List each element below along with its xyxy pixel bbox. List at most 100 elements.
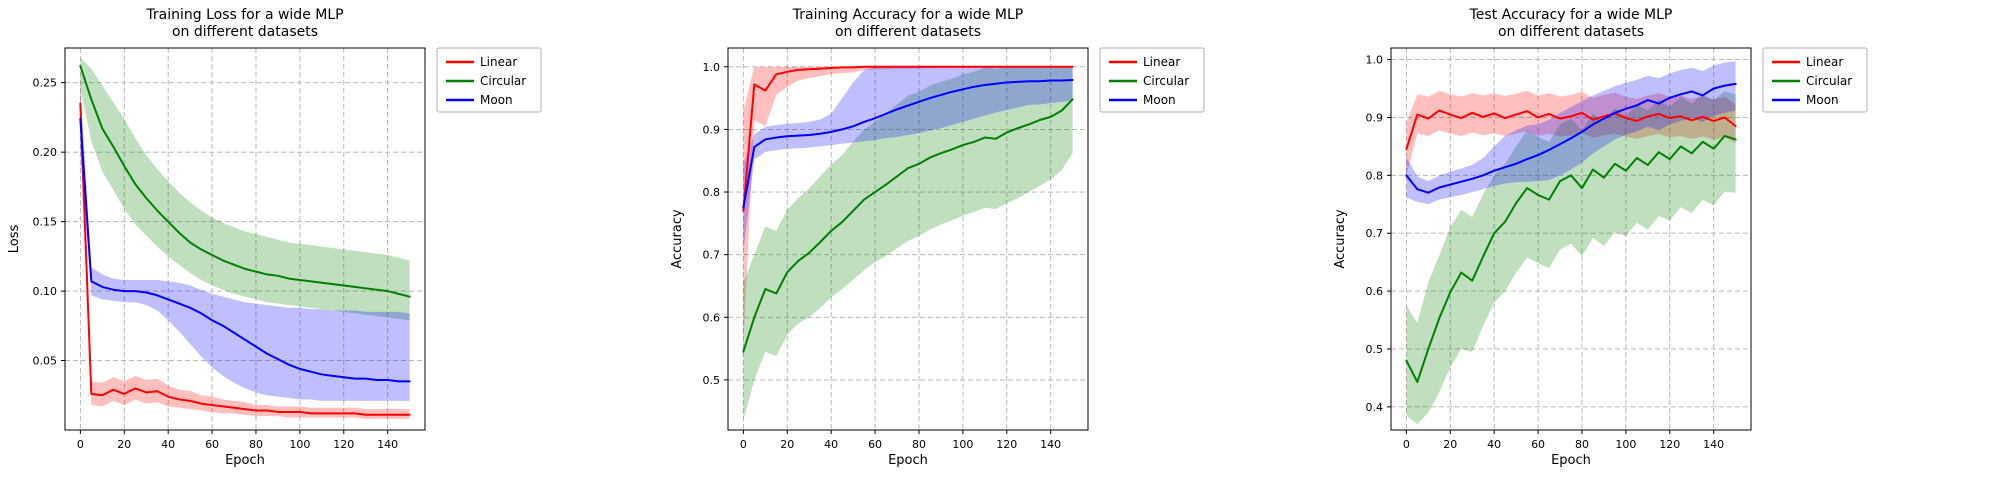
y-tick-label: 0.6 — [703, 311, 721, 324]
y-tick-label: 0.9 — [1366, 111, 1384, 124]
chart-title-line1: Training Accuracy for a wide MLP — [792, 7, 1023, 23]
legend-label-circular: Circular — [1806, 74, 1852, 88]
y-tick-label: 0.7 — [1366, 227, 1384, 240]
x-tick-label: 60 — [205, 438, 219, 451]
series-band-circular — [1406, 91, 1736, 425]
legend-frame — [436, 47, 542, 113]
legend-label-linear: Linear — [480, 55, 517, 69]
chart-title-line2: on different datasets — [1498, 24, 1644, 40]
series-band-moon — [1406, 61, 1736, 205]
chart-background — [1326, 0, 1989, 490]
series-line-linear — [742, 65, 1074, 212]
y-axis-label: Accuracy — [670, 209, 685, 269]
x-tick-label: 20 — [117, 438, 131, 451]
x-tick-label: 100 — [952, 438, 973, 451]
legend-label-linear: Linear — [1143, 55, 1180, 69]
y-tick-label: 0.5 — [703, 374, 721, 387]
series-band-linear — [1406, 90, 1736, 176]
series-band-circular — [80, 57, 410, 321]
y-tick-label: 0.9 — [703, 123, 721, 136]
x-tick-label: 140 — [1703, 438, 1724, 451]
series-band-linear — [80, 71, 410, 419]
legend-frame — [1099, 47, 1205, 113]
y-axis-label: Loss — [7, 225, 22, 254]
legend-label-moon: Moon — [1806, 93, 1839, 107]
x-tick-label: 0 — [77, 438, 84, 451]
series-band-circular — [743, 66, 1073, 421]
series-line-moon — [1405, 82, 1737, 194]
y-tick-label: 0.10 — [33, 285, 58, 298]
y-tick-label: 0.7 — [703, 249, 721, 262]
x-tick-label: 20 — [1443, 438, 1457, 451]
axes-spines — [727, 47, 1089, 431]
x-tick-label: 40 — [824, 438, 838, 451]
series-line-circular — [1405, 134, 1737, 383]
series-band-linear — [743, 66, 1073, 343]
chart-svg: 0 20 40 60 80 100 120 140 0.4 0.5 0.6 0.7 0.8 0.9 1.0 T… — [1326, 0, 1989, 490]
y-tick-label: 0.8 — [703, 186, 721, 199]
series-line-linear — [79, 102, 411, 416]
chart-svg: 0 20 40 60 80 100 120 140 0.5 0.6 0.7 0.8 0.9 1.0 Trai… — [663, 0, 1326, 490]
series-line-circular — [742, 98, 1074, 353]
y-tick-label: 0.5 — [1366, 343, 1384, 356]
y-axis-label: Accuracy — [1333, 209, 1348, 269]
y-tick-label: 0.15 — [33, 216, 58, 229]
y-tick-label: 0.4 — [1366, 401, 1384, 414]
x-tick-label: 120 — [1659, 438, 1680, 451]
x-axis-label: Epoch — [1551, 453, 1591, 468]
legend-label-circular: Circular — [1143, 74, 1189, 88]
series-line-circular — [79, 65, 411, 298]
x-tick-label: 40 — [161, 438, 175, 451]
legend-label-moon: Moon — [1143, 93, 1176, 107]
x-tick-label: 80 — [1575, 438, 1589, 451]
y-tick-label: 1.0 — [703, 61, 721, 74]
chart-background — [663, 0, 1326, 490]
y-tick-label: 1.0 — [1366, 54, 1384, 67]
legend-label-circular: Circular — [480, 74, 526, 88]
x-tick-label: 100 — [1615, 438, 1636, 451]
x-tick-label: 60 — [1531, 438, 1545, 451]
x-tick-label: 80 — [249, 438, 263, 451]
panel-training-loss: 0 20 40 60 80 100 120 140 0.05 0.10 0.15 0.20 0.25 Tr… — [0, 0, 663, 490]
series-band-moon — [80, 88, 410, 401]
axes-spines — [64, 47, 426, 431]
legend-label-linear: Linear — [1806, 55, 1843, 69]
series-line-moon — [742, 78, 1074, 209]
series-line-moon — [79, 117, 411, 383]
x-tick-label: 40 — [1487, 438, 1501, 451]
x-tick-label: 60 — [868, 438, 882, 451]
legend: Linear Circular Moon — [1099, 47, 1205, 113]
x-tick-label: 120 — [333, 438, 354, 451]
chart-background — [0, 0, 663, 490]
series-line-linear — [1405, 109, 1737, 151]
chart-title-line2: on different datasets — [835, 24, 981, 40]
x-tick-label: 140 — [1040, 438, 1061, 451]
chart-title-line2: on different datasets — [172, 24, 318, 40]
legend-label-moon: Moon — [480, 93, 513, 107]
x-tick-label: 0 — [1403, 438, 1410, 451]
x-axis-label: Epoch — [225, 453, 265, 468]
x-tick-label: 20 — [780, 438, 794, 451]
legend: Linear Circular Moon — [1762, 47, 1868, 113]
x-tick-label: 140 — [377, 438, 398, 451]
axes-spines — [1390, 47, 1752, 431]
x-tick-label: 0 — [740, 438, 747, 451]
x-axis-label: Epoch — [888, 453, 928, 468]
series-band-moon — [743, 66, 1073, 252]
panel-training-accuracy: 0 20 40 60 80 100 120 140 0.5 0.6 0.7 0.8 0.9 1.0 Trai… — [663, 0, 1326, 490]
y-tick-label: 0.25 — [33, 77, 58, 90]
panel-test-accuracy: 0 20 40 60 80 100 120 140 0.4 0.5 0.6 0.7 0.8 0.9 1.0 T… — [1326, 0, 1989, 490]
y-tick-label: 0.8 — [1366, 169, 1384, 182]
chart-title-line1: Test Accuracy for a wide MLP — [1469, 7, 1673, 23]
x-tick-label: 120 — [996, 438, 1017, 451]
legend: Linear Circular Moon — [436, 47, 542, 113]
y-tick-label: 0.6 — [1366, 285, 1384, 298]
chart-title-line1: Training Loss for a wide MLP — [145, 7, 343, 23]
x-tick-label: 80 — [912, 438, 926, 451]
x-tick-label: 100 — [289, 438, 310, 451]
y-tick-label: 0.20 — [33, 146, 58, 159]
chart-svg: 0 20 40 60 80 100 120 140 0.05 0.10 0.15 0.20 0.25 Tr… — [0, 0, 663, 490]
y-tick-label: 0.05 — [33, 355, 58, 368]
legend-frame — [1762, 47, 1868, 113]
